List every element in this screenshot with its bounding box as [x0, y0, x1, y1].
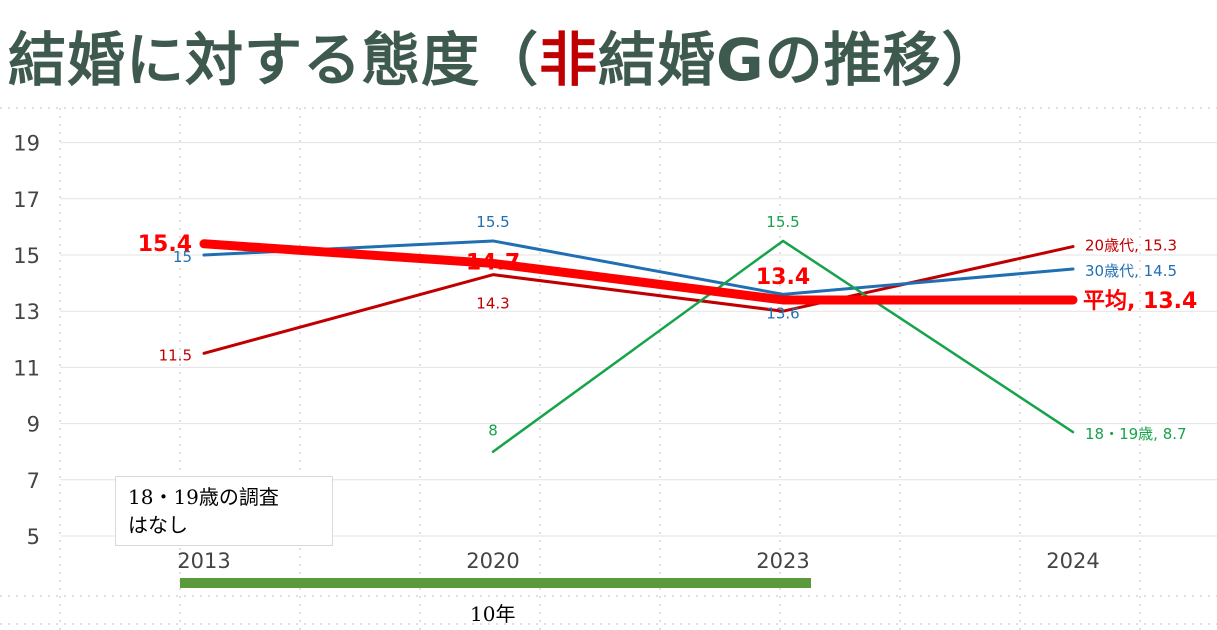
note-line-2: はなし: [128, 513, 188, 537]
data-label-2-2: 15.5: [766, 213, 799, 231]
data-label-1-0: 15: [173, 248, 192, 266]
x-axis: 2013 2020 2023 2024: [177, 549, 1099, 573]
note-box: 18・19歳の調査 はなし: [115, 476, 333, 546]
x-tick-2020: 2020: [466, 549, 519, 573]
data-label-3-2: 13.4: [756, 265, 810, 290]
title-prefix: 結婚に対する態度（: [8, 26, 539, 94]
y-tick-17: 17: [13, 188, 40, 212]
x-tick-2013: 2013: [177, 549, 230, 573]
x-tick-2024: 2024: [1046, 549, 1099, 573]
y-tick-9: 9: [27, 413, 40, 437]
series-line-2: [491, 239, 1075, 453]
y-tick-15: 15: [13, 244, 40, 268]
data-label-2-3: 18・19歳, 8.7: [1085, 425, 1187, 443]
note-line-1: 18・19歳の調査: [128, 485, 279, 509]
bracket-label: 10年: [470, 602, 516, 626]
data-label-1-2: 13.6: [766, 304, 799, 322]
y-tick-7: 7: [27, 469, 40, 493]
y-tick-13: 13: [13, 300, 40, 324]
chart-title: 結婚に対する態度（非結婚Gの推移）: [8, 26, 1001, 94]
x-tick-2023: 2023: [756, 549, 809, 573]
y-tick-5: 5: [27, 525, 40, 549]
data-label-3-1: 14.7: [466, 250, 520, 275]
title-highlight: 非: [539, 26, 598, 94]
data-label-3-0: 15.4: [138, 232, 192, 257]
series-line-3: [199, 239, 1078, 305]
data-labels: 11.5 14.3 20歳代, 15.3 15 15.5 13.6 30歳代, 14.5 8 1…: [138, 213, 1198, 443]
y-axis: 5 7 9 11 13 15 17 19: [13, 132, 40, 549]
series-lines: [199, 239, 1078, 453]
series-line-0: [202, 245, 1075, 355]
data-label-1-1: 15.5: [476, 213, 509, 231]
y-tick-11: 11: [13, 356, 40, 380]
data-label-3-3: 平均, 13.4: [1083, 288, 1197, 314]
data-label-1-3: 30歳代, 14.5: [1085, 262, 1177, 280]
title-suffix: 結婚Gの推移）: [598, 26, 1001, 94]
decade-bracket: [180, 578, 811, 588]
data-label-0-0: 11.5: [159, 346, 192, 364]
series-line-1: [202, 239, 1075, 296]
y-tick-19: 19: [13, 132, 40, 156]
data-label-0-3: 20歳代, 15.3: [1085, 237, 1177, 255]
data-label-2-1: 8: [488, 422, 498, 440]
data-label-0-1: 14.3: [476, 295, 509, 313]
